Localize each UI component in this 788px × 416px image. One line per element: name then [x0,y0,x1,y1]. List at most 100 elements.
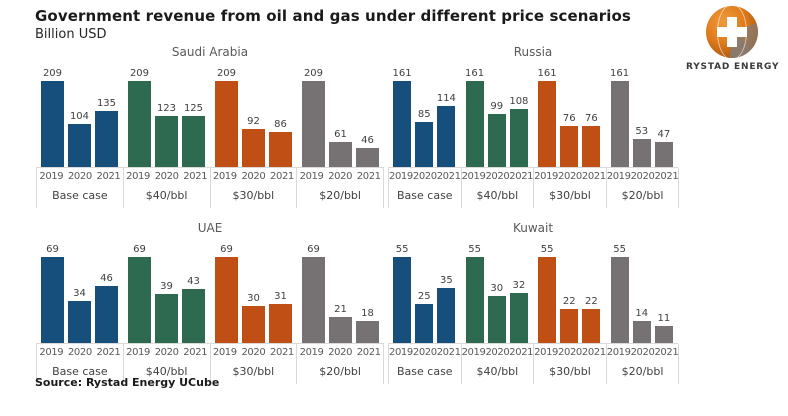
bar-group: 209 92 86 [210,62,297,167]
bar-value-label: 31 [274,291,287,302]
year-label: 2021 [270,347,294,358]
bar [95,286,118,343]
bar [329,142,352,167]
bar-value-label: 11 [657,313,671,324]
bar-value-label: 86 [274,119,287,130]
scenario-label: $40/bbl [145,365,188,378]
bar-value-label: 55 [395,244,409,255]
bar-value-label: 14 [635,308,649,319]
bar-value-label: 39 [160,281,173,292]
year-label: 2019 [126,171,150,182]
year-label: 2021 [183,347,208,358]
bar-item: 11 [654,314,675,343]
rystad-globe-icon [706,6,758,58]
axis-group-cell: 2019 2020 2021 $20/bbl [605,168,680,208]
axis-group-cell: 2019 2020 2021 $40/bbl [460,344,534,384]
bar-value-label: 46 [361,135,374,146]
bar [329,317,352,343]
bar [509,293,528,343]
bar-item: 34 [67,289,92,343]
bar-value-label: 22 [585,296,598,307]
bar [68,124,91,167]
bar [215,257,238,343]
year-label: 2021 [183,171,208,182]
bar [465,257,484,343]
bar-value-label: 125 [183,103,204,114]
axis-group-cell: 2019 2020 2021 Base case [388,344,461,384]
year-label: 2020 [241,347,266,358]
bar-value-label: 22 [562,296,576,307]
bar-value-label: 25 [417,291,431,302]
bar-group: 161 99 108 [461,62,534,167]
year-label: 2020 [485,347,510,358]
bar-item: 99 [486,102,507,167]
bar [155,294,178,343]
bar [632,139,651,167]
bar-item: 69 [127,245,152,343]
bar-value-label: 161 [537,68,557,79]
bar-value-label: 76 [562,113,576,124]
bar [68,301,91,343]
year-label: 2019 [461,171,486,182]
bar [654,326,673,343]
year-label: 2020 [154,171,179,182]
bar-item: 30 [241,294,266,343]
bar-item: 35 [436,276,457,343]
year-label: 2020 [558,347,582,358]
bar [654,142,673,167]
bar-value-label: 108 [509,96,529,107]
year-label: 2019 [606,347,631,358]
year-label: 2020 [328,171,353,182]
bar-item: 85 [414,110,435,167]
bar [393,257,412,343]
bar-item: 55 [392,245,413,343]
year-label: 2021 [270,171,294,182]
bar [41,81,64,167]
bar [182,116,205,167]
year-label: 2020 [630,171,655,182]
bar-value-label: 209 [42,68,63,79]
bar [269,132,292,167]
year-label: 2021 [436,347,461,358]
bar-item: 161 [537,69,558,167]
bar-item: 104 [67,112,92,167]
bar-value-label: 69 [46,244,59,255]
year-label: 2019 [534,171,559,182]
bar-item: 14 [631,309,652,343]
year-label: 2021 [509,347,534,358]
bar-item: 108 [509,97,530,167]
bar-item: 47 [654,130,675,167]
bar [155,116,178,167]
bar-item: 209 [214,69,239,167]
bar-item: 114 [436,94,457,167]
category-axis: 2019 2020 2021 Base case 2019 2020 2021 $40/bbl… [388,343,680,384]
bar-item: 22 [581,297,602,343]
year-labels: 2019 2020 2021 [297,168,383,185]
bar [302,257,325,343]
page-title: Government revenue from oil and gas unde… [35,7,631,25]
bar [582,309,601,343]
year-label: 2021 [654,347,679,358]
chart-title-russia: Russia [513,45,553,59]
scenario-label: $40/bbl [145,189,188,202]
year-label: 2019 [39,347,64,358]
bar [302,81,325,167]
bar-value-label: 53 [635,126,649,137]
bar-value-label: 123 [156,103,177,114]
year-label: 2019 [212,347,237,358]
bar-item: 69 [40,245,65,343]
year-label: 2020 [412,347,437,358]
bar-item: 46 [355,136,380,167]
bar-item: 21 [328,305,353,343]
year-labels: 2019 2020 2021 [462,168,534,185]
bar-value-label: 55 [613,244,626,255]
year-labels: 2019 2020 2021 [124,168,210,185]
chart-title-uae: UAE [197,221,223,235]
year-labels: 2019 2020 2021 [462,344,534,361]
scenario-label: Base case [397,189,453,202]
year-label: 2021 [96,347,121,358]
year-label: 2019 [212,171,237,182]
year-labels: 2019 2020 2021 [124,344,210,361]
bar-item: 32 [509,281,530,343]
bar-value-label: 69 [133,244,146,255]
